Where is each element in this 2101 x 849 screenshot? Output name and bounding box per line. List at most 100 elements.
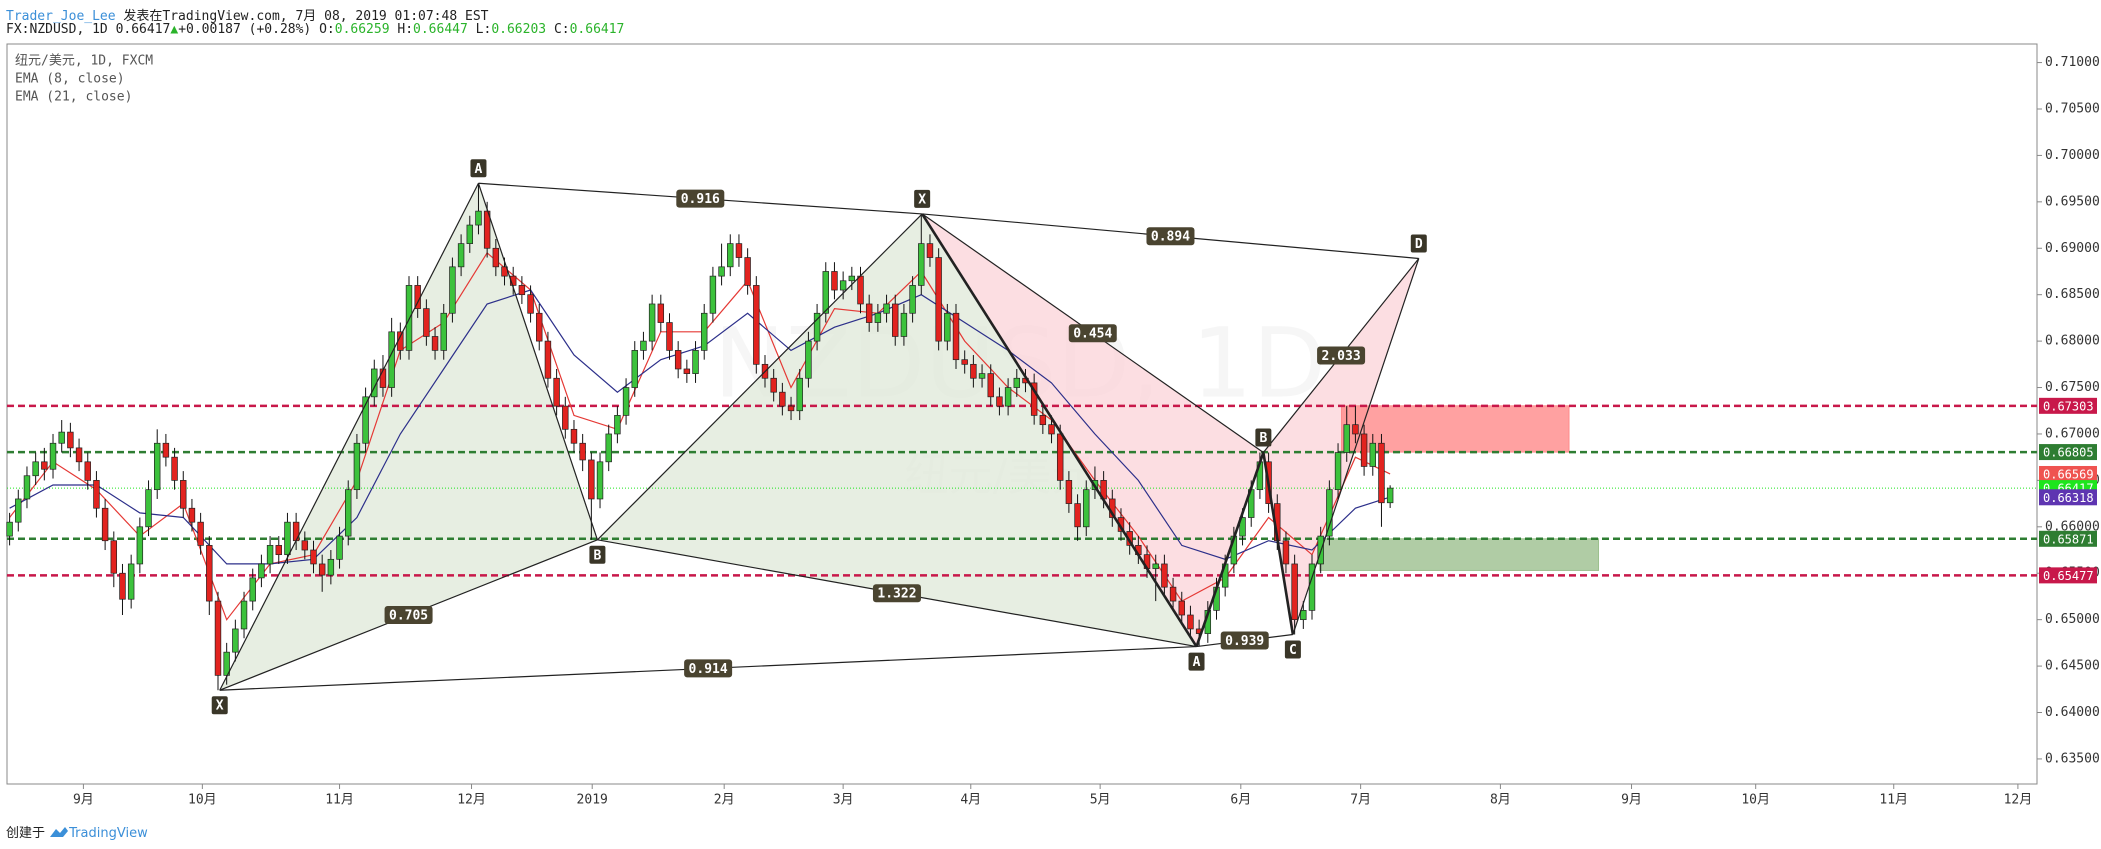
candle-body — [41, 461, 48, 470]
x-tick-label: 12月 — [2004, 793, 2033, 808]
candle-body — [1239, 517, 1246, 537]
pattern-leg — [596, 213, 923, 541]
candle-body — [388, 331, 395, 388]
candle-body — [857, 275, 864, 305]
x-tick-label: 10月 — [1741, 793, 1770, 808]
candle-body — [93, 480, 100, 509]
brand[interactable]: TradingView — [69, 826, 148, 841]
x-tick-label: 9月 — [1621, 793, 1642, 808]
h: 0.66447 — [413, 22, 468, 37]
candle-body — [787, 405, 795, 412]
candle-body — [588, 459, 595, 500]
candle-body — [1178, 600, 1185, 616]
y-tick-label: 0.64000 — [2045, 705, 2100, 720]
candle-body — [75, 447, 83, 463]
candle-body — [1369, 442, 1376, 467]
o-label: O: — [319, 22, 335, 37]
y-tick-label: 0.68000 — [2045, 334, 2100, 349]
candle-body — [935, 257, 942, 342]
candle-body — [1013, 377, 1021, 388]
level-label: 0.65477 — [2043, 569, 2094, 583]
y-tick-label: 0.68500 — [2045, 287, 2100, 302]
candle-body — [449, 266, 456, 314]
y-tick-label: 0.67500 — [2045, 380, 2100, 395]
point-badge — [914, 189, 931, 208]
x-tick-label: 9月 — [73, 793, 94, 808]
candle-body — [345, 489, 352, 537]
ratio-label: 0.914 — [689, 662, 728, 677]
candle-body — [987, 373, 994, 398]
candle-body — [562, 405, 569, 430]
change: +0.00187 (+0.28%) — [178, 22, 312, 37]
level-label-bg — [2039, 397, 2097, 414]
candle-body — [744, 257, 751, 286]
x-tick-label: 2月 — [714, 793, 735, 808]
legend-symbol: 纽元/美元, 1D, FXCM — [15, 54, 153, 69]
ratio-badge — [684, 659, 733, 678]
candle-body — [292, 521, 300, 542]
candle-body — [544, 340, 552, 379]
point-badge — [1410, 234, 1427, 253]
candle-body — [1039, 415, 1047, 426]
pattern-leg-bold — [921, 213, 1198, 648]
candle-body — [727, 243, 734, 268]
candle-body — [596, 461, 604, 500]
candle-body — [101, 507, 109, 542]
candle-body — [805, 340, 812, 379]
c: 0.66417 — [569, 22, 625, 37]
candle-body — [892, 303, 899, 337]
symbol: FX:NZDUSD, 1D — [6, 22, 108, 37]
x-tick-label: 6月 — [1230, 793, 1251, 808]
created: 创建于 — [6, 826, 46, 841]
candle-body — [753, 285, 760, 365]
ratio-badge — [872, 584, 921, 603]
candle-body — [1386, 487, 1394, 504]
candle-body — [640, 340, 647, 351]
point-label: B — [1259, 431, 1267, 446]
candle-body — [119, 572, 126, 600]
candle-body — [232, 628, 239, 653]
candle-body — [1030, 382, 1038, 416]
header-line-2: FX:NZDUSD, 1D 0.66417▲+0.00187 (+0.28%) … — [6, 22, 624, 37]
point-label: A — [1193, 655, 1201, 670]
y-tick-label: 0.64500 — [2045, 659, 2100, 674]
x-tick-label: 11月 — [325, 793, 354, 808]
o: 0.66259 — [334, 22, 390, 37]
candle-body — [674, 350, 682, 370]
candle-body — [848, 275, 856, 282]
price-label: 0.66318 — [2043, 491, 2094, 505]
candle-body — [136, 526, 144, 565]
candle-body — [553, 377, 560, 407]
candle-body — [926, 243, 934, 258]
candle-body — [6, 521, 13, 537]
x-tick-label: 8月 — [1490, 793, 1511, 808]
candle-body — [1187, 614, 1194, 630]
arrow: ▲ — [170, 22, 179, 37]
level-label: 0.65871 — [2043, 532, 2094, 546]
candle-body — [666, 322, 673, 351]
ratio-badge — [1068, 324, 1117, 343]
published: 发表在TradingView.com, 7月 08, 2019 01:07:48… — [123, 9, 489, 24]
point-label: X — [216, 699, 224, 714]
level-label-bg — [2039, 444, 2097, 461]
candle-body — [622, 387, 630, 416]
candle-body — [631, 350, 638, 388]
price-label-bg — [2039, 465, 2097, 482]
candle-body — [275, 545, 282, 556]
point-label: B — [594, 548, 602, 563]
candle-body — [944, 312, 951, 342]
ratio-label: 0.939 — [1225, 634, 1264, 649]
y-tick-label: 0.71000 — [2045, 55, 2100, 70]
candle-body — [23, 475, 31, 500]
candle-body — [440, 312, 447, 351]
l: 0.66203 — [491, 22, 547, 37]
x-tick-label: 3月 — [833, 793, 854, 808]
candle-body — [67, 431, 74, 449]
candle-body — [258, 563, 265, 579]
candle-body — [839, 280, 847, 291]
candle-body — [996, 396, 1003, 407]
author[interactable]: Trader_Joe_Lee — [6, 9, 116, 24]
candle-body — [909, 285, 916, 314]
zone-box — [1319, 538, 1600, 571]
point-label: C — [1289, 643, 1297, 658]
